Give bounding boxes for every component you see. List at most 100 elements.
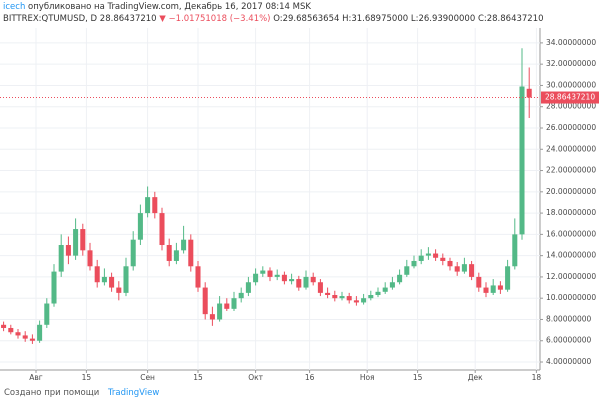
candle [433,249,439,261]
x-tick-label: Авг [29,373,43,382]
symbol-line: BITTREX:QTUMUSD, D 28.86437210 ▼ −1.0175… [3,14,544,24]
candle-body [447,260,453,267]
candle [476,272,482,292]
candle-body [353,300,359,303]
candle-body [440,257,446,261]
brand[interactable]: TradingView [107,388,160,398]
candle-body [109,276,115,288]
candle [310,272,316,286]
x-tick-label: Сен [140,373,155,382]
y-tick-label: 34.00000000 [546,38,596,47]
candle [22,331,28,342]
candle-body [217,303,223,320]
x-tick-label: 15 [413,373,423,382]
candle-body [87,250,93,267]
grid [0,28,540,370]
candle-body [418,255,424,261]
candle-body [58,245,64,272]
ohlc: H:31.68975000 [342,14,409,24]
candle [317,279,323,297]
chart: 4.00000000 6.00000000 8.00000000 10.0000000… [0,28,599,382]
candle-body [166,245,172,261]
candle [73,218,79,260]
candle [65,236,71,265]
candle [80,223,86,256]
candle [116,281,122,301]
candle [490,279,496,296]
candle-body [137,213,143,240]
candle-body [310,276,316,283]
candle [411,255,417,269]
candle [389,276,395,290]
candle-body [274,274,280,277]
candle [94,259,100,288]
candle-body [37,324,43,341]
candle [15,329,21,339]
candle [483,282,489,298]
candle [382,282,388,294]
candle [289,273,295,285]
candle-body [368,295,374,299]
y-tick-label: 10.00000000 [546,293,596,302]
candle-body [260,270,266,274]
candle-body [296,279,302,288]
candle [469,260,475,281]
candle-body [526,88,532,98]
candle [181,225,187,254]
candle-body [188,239,194,267]
candle-body [404,266,410,275]
candle-body [425,253,431,256]
candle [58,234,64,277]
candle-body [1,324,7,328]
y-tick-label: 14.00000000 [546,251,596,260]
candle-body [411,260,417,267]
candle [526,67,532,119]
candle [51,264,57,307]
candle-body [476,276,482,288]
y-tick-label: 18.00000000 [546,208,596,217]
candle [159,207,165,251]
author[interactable]: icech [3,2,26,12]
symbol: BITTREX:QTUMUSD, D [3,14,98,24]
candle [375,287,381,298]
candle [109,272,115,292]
candle-body [80,229,86,251]
y-tick-label: 26.00000000 [546,123,596,132]
candle [325,287,331,299]
footer-text: Создано при помощи [4,388,100,398]
candle [253,268,259,286]
candle [37,320,43,343]
candle [231,291,237,311]
candle-body [173,250,179,261]
candle [87,242,93,271]
candle-body [253,273,259,283]
candle [361,293,367,305]
x-tick-label: 15 [82,373,92,382]
y-tick-label: 30.00000000 [546,80,596,89]
candle-body [8,327,14,333]
footer: Создано при помощи TradingView [4,388,159,398]
candle [217,296,223,322]
candle-body [303,276,309,288]
x-tick-label: 18 [532,373,542,382]
candle [29,334,35,344]
candle-body [289,279,295,282]
candle-body [382,287,388,292]
candle [137,204,143,246]
candle-body [483,287,489,293]
candle [296,275,302,291]
x-tick-label: Дек [468,373,483,382]
last-price-label: 28.86437210 [545,93,595,102]
candle-body [29,338,35,341]
header-line: icech опубликовано на TradingView.com, Д… [3,2,311,12]
candle [260,266,266,277]
candle [188,234,194,272]
candle-body [505,266,511,290]
candle-body [245,282,251,293]
candle-body [224,303,230,309]
candle [447,257,453,271]
candle-body [346,296,352,301]
x-tick-label: Окт [248,373,263,382]
candle [303,270,309,290]
